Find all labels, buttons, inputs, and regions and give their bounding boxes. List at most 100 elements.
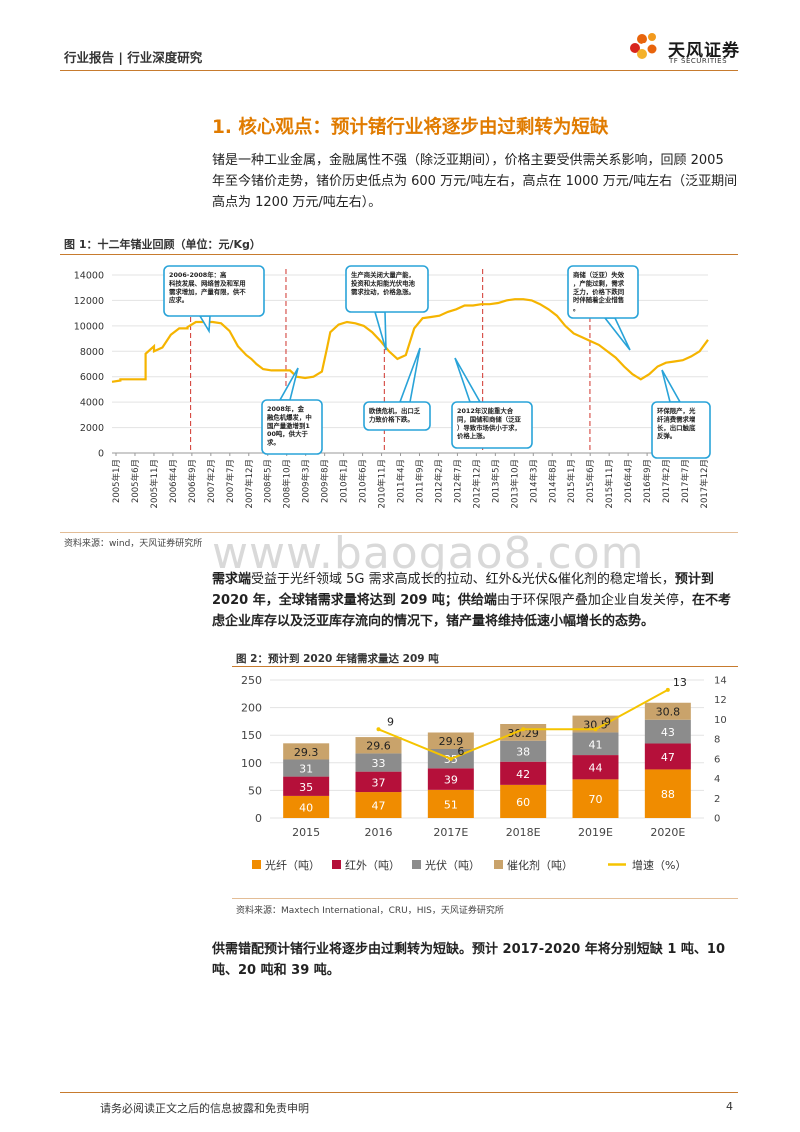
x-tick-label: 2016年9月: [642, 459, 653, 503]
y2-tick-label: 14: [714, 676, 727, 687]
growth-rate-label: 6: [457, 745, 464, 758]
bar-data-label: 41: [589, 738, 603, 751]
x-tick-label: 2012年12月: [471, 459, 482, 508]
header-divider: [60, 70, 738, 71]
x-tick-label: 2013年10月: [509, 459, 520, 508]
figure1-divider: [60, 254, 738, 255]
y2-tick-label: 6: [714, 754, 720, 765]
bar-segment: [644, 743, 691, 770]
callout-box: [651, 401, 711, 459]
callout-box: [163, 265, 265, 317]
x-tick-label: 2015年6月: [585, 459, 596, 503]
legend-item: 增速（%）: [608, 858, 686, 872]
bar-segment: [572, 779, 619, 818]
y-tick-label: 150: [241, 729, 262, 742]
figure2-source: 资料来源：Maxtech International，CRU，HIS，天风证券研…: [236, 906, 504, 916]
paragraph-shortage-forecast: 供需错配预计锗行业将逐步由过剩转为短缺。预计 2017-2020 年将分别短缺 …: [212, 942, 725, 978]
tf-logo: [630, 33, 657, 59]
callout-3: 生产商关闭大量产能，投资和太阳能光伏电池需求拉动，价格急涨。: [345, 265, 429, 351]
x-tick-label: 2007年2月: [206, 459, 217, 503]
logo-text-en: TF SECURITIES: [669, 57, 728, 65]
bar-segment: [500, 740, 547, 762]
callout-box: [261, 399, 323, 455]
x-tick-label: 2017E: [433, 826, 468, 839]
y2-tick-label: 8: [714, 735, 720, 746]
y2-tick-label: 0: [714, 814, 720, 825]
header-title: 行业报告 | 行业深度研究: [64, 50, 203, 65]
bar-data-label: 29.6: [366, 740, 391, 753]
y-tick-label: 10000: [74, 321, 104, 332]
bar-segment: [427, 768, 474, 790]
callout-pointer: [661, 369, 682, 403]
x-tick-label: 2006年9月: [187, 459, 198, 503]
callout-box: [567, 265, 639, 319]
section-title: 1. 核心观点：预计锗行业将逐步由过剩转为短缺: [212, 117, 609, 138]
legend-swatch: [332, 860, 341, 869]
x-tick-label: 2020E: [650, 826, 685, 839]
figure1-bottom-divider: [60, 532, 738, 533]
callout-2: 2008年，金融危机爆发，中国产量激增到1 00吨，供大于求。: [261, 367, 323, 455]
callout-box: [363, 401, 431, 431]
callout-box: [451, 401, 533, 449]
x-tick-label: 2010年1月: [339, 459, 350, 503]
y2-tick-label: 4: [714, 774, 720, 785]
legend-label: 催化剂（吨）: [507, 858, 573, 872]
bar-data-label: 29.9: [439, 735, 464, 748]
p2-demand-forecast: 预计到 2020 年，全球锗需求量将达到 209 吨；: [212, 572, 714, 608]
callout-text: 环保限产，光纤消费需求增长，出口触底反弹。: [657, 406, 696, 440]
x-tick-label: 2017年7月: [680, 459, 691, 503]
y-tick-label: 12000: [74, 296, 104, 307]
callout-pointer: [198, 315, 211, 334]
x-tick-label: 2016年4月: [623, 459, 634, 503]
bar-data-label: 47: [372, 800, 386, 813]
bar-segment: [572, 732, 619, 756]
y-tick-label: 250: [241, 674, 262, 687]
bar-segment: [427, 732, 474, 749]
x-tick-label: 2011年9月: [414, 459, 425, 503]
growth-rate-point: [376, 727, 381, 732]
callout-pointer: [603, 317, 631, 351]
callout-pointer: [373, 311, 387, 351]
bar-data-label: 30.8: [656, 706, 681, 719]
p2-demand-label: 需求端: [212, 572, 252, 587]
growth-rate-label: 13: [673, 676, 687, 689]
bar-segment: [355, 753, 402, 772]
bar-data-label: 31: [299, 763, 313, 776]
bar-data-label: 40: [299, 801, 313, 814]
bar-segment: [283, 743, 330, 760]
x-tick-label: 2013年5月: [490, 459, 501, 503]
growth-rate-label: 9: [604, 715, 611, 728]
callout-text: 2012年汉能重大合同，国储和商储（泛亚）导致市场供小于求，价格上涨。: [457, 406, 522, 440]
callout-7: 环保限产，光纤消费需求增长，出口触底反弹。: [651, 369, 711, 459]
callout-text: 商储（泛亚）失效，产能过剩，需求乏力，价格下跌同时伴随着企业惜售。: [573, 270, 625, 313]
x-tick-label: 2010年6月: [358, 459, 369, 503]
y2-tick-label: 2: [714, 794, 720, 805]
bar-segment: [644, 719, 691, 744]
bar-data-label: 35: [299, 781, 313, 794]
x-tick-label: 2005年1月: [111, 459, 122, 503]
bar-data-label: 33: [372, 757, 386, 770]
growth-rate-point: [593, 727, 598, 732]
figure2-title: 图 2：预计到 2020 年锗需求量达 209 吨: [236, 653, 439, 665]
growth-rate-point: [448, 756, 453, 761]
paragraph-demand-supply: 需求端受益于光纤领域 5G 需求高成长的拉动、红外&光伏&催化剂的稳定增长，预计…: [212, 569, 740, 632]
watermark: www.baogao8.com: [212, 528, 645, 579]
y-tick-label: 8000: [80, 347, 104, 358]
bar-data-label: 37: [372, 776, 386, 789]
y-tick-label: 50: [248, 784, 262, 797]
bar-data-label: 70: [589, 793, 603, 806]
bar-data-label: 38: [516, 746, 530, 759]
x-tick-label: 2015年1月: [566, 459, 577, 503]
bar-segment: [500, 761, 547, 785]
bar-data-label: 60: [516, 796, 530, 809]
legend-swatch: [494, 860, 503, 869]
germanium-demand-chart: 0 50 100 150 200 250 0 2 4 6 8 10 12 14 2015 2016 2017E 2…: [241, 674, 727, 872]
x-tick-label: 2017年12月: [699, 459, 710, 508]
bar-segment: [644, 702, 691, 720]
x-tick-label: 2009年3月: [301, 459, 312, 503]
legend-swatch: [412, 860, 421, 869]
p2-demand-text: 受益于光纤领域 5G 需求高成长的拉动、红外&光伏&催化剂的稳定增长，: [251, 572, 675, 587]
x-tick-label: 2012年7月: [452, 459, 463, 503]
footer-disclaimer: 请务必阅读正文之后的信息披露和免责申明: [100, 1102, 309, 1115]
p2-supply-text: 由于环保限产叠加企业自发关停，: [496, 593, 692, 608]
